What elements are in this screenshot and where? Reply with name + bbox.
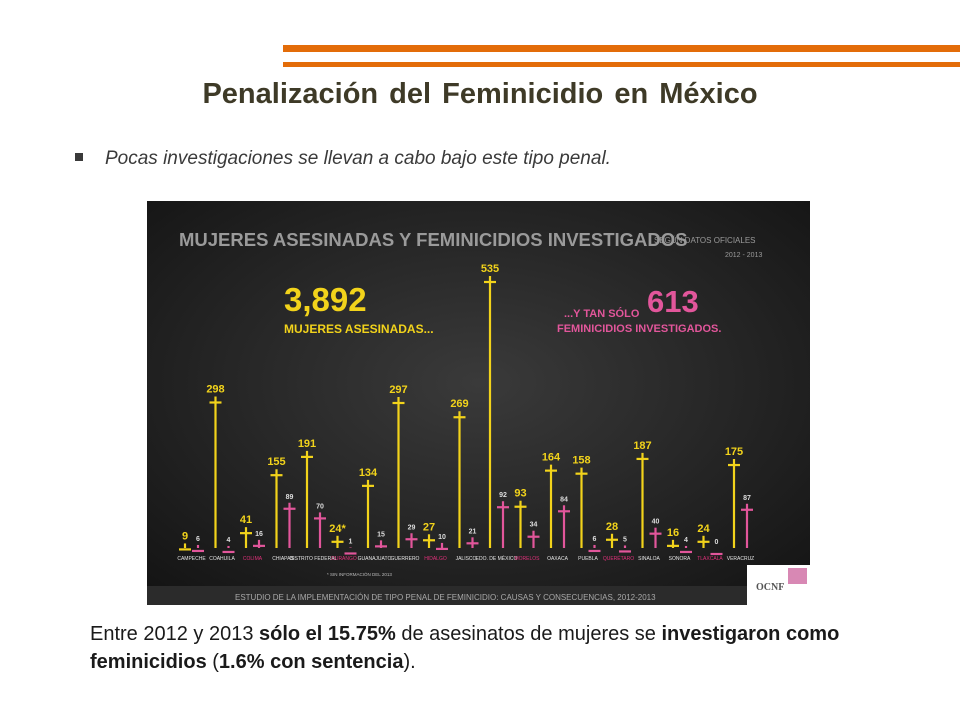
total-feminicide-label: FEMINICIDIOS INVESTIGADOS.	[557, 323, 721, 335]
feminicide-data-label: 84	[560, 496, 568, 503]
caption-text: de asesinatos de mujeres se	[395, 623, 662, 645]
state-tick-label: HIDALGO	[424, 556, 447, 562]
murdered-data-label: 164	[542, 452, 561, 464]
feminicide-data-label: 40	[652, 519, 660, 526]
state-tick-label: COLIMA	[243, 556, 263, 562]
murdered-data-label: 187	[633, 440, 651, 452]
murdered-data-label: 24	[697, 523, 710, 535]
caption-emphasis: 1.6% con sentencia	[218, 651, 404, 673]
feminicide-data-label: 6	[593, 536, 597, 543]
bullet-text: Pocas investigaciones se llevan a cabo b…	[105, 148, 611, 169]
state-tick-label: OAXACA	[547, 556, 569, 562]
murdered-data-label: 134	[359, 467, 378, 479]
murdered-data-label: 41	[240, 514, 252, 526]
square-bullet-icon	[75, 153, 83, 161]
state-tick-label: MORELOS	[514, 556, 540, 562]
feminicide-data-label: 21	[469, 528, 477, 535]
feminicide-data-label: 4	[227, 537, 231, 544]
murdered-data-label: 269	[450, 398, 468, 410]
caption-text: (	[206, 651, 219, 673]
state-tick-label: JALISCO	[456, 556, 477, 562]
logo-text: OCNF	[756, 582, 784, 593]
feminicide-data-label: 16	[255, 531, 263, 538]
caption-emphasis: investigaron como feminicidios	[90, 623, 840, 673]
state-tick-label: EDO. DE MÉXICO	[476, 555, 518, 562]
feminicide-data-label: 70	[316, 503, 324, 510]
state-tick-label: CAMPECHE	[177, 556, 206, 562]
total-feminicide-prefix: ...Y TAN SÓLO	[564, 307, 640, 320]
murdered-data-label: 297	[389, 384, 407, 396]
feminicide-data-label: 4	[684, 537, 688, 544]
state-tick-label: GUERRERO	[391, 556, 420, 562]
top-accent-rule	[283, 45, 960, 52]
murdered-data-label: 27	[423, 521, 435, 533]
state-tick-label: PUEBLA	[578, 556, 598, 562]
state-tick-label: GUANAJUATO	[358, 556, 392, 562]
ocnf-logo: OCNF	[747, 565, 810, 605]
footer-source-text: ESTUDIO DE LA IMPLEMENTACIÓN DE TIPO PEN…	[235, 593, 656, 602]
state-tick-label: COAHUILA	[209, 556, 235, 562]
state-tick-label: TLAXCALA	[697, 556, 723, 562]
infographic-background	[147, 201, 810, 605]
murdered-data-label: 191	[298, 438, 316, 450]
total-murdered-label: MUJERES ASESINADAS...	[284, 322, 434, 336]
total-feminicide-value: 613	[647, 284, 699, 319]
infographic-subtitle-source: SEGÚN DATOS OFICIALES	[654, 236, 756, 245]
caption-text: Entre 2012 y 2013	[90, 623, 260, 645]
feminicide-data-label: 15	[377, 531, 385, 538]
chart-marks: 9 6CAMPECHE2984COAHUILA4116COLIMA15589CHI…	[177, 263, 754, 562]
slide-title: Penalización del Feminicidio en México	[202, 78, 758, 110]
feminicide-data-label: 10	[438, 534, 446, 541]
infographic-title: MUJERES ASESINADAS Y FEMINICIDIOS INVEST…	[179, 229, 688, 250]
infographic-subtitle-period: 2012 - 2013	[725, 252, 762, 259]
caption-emphasis: sólo el 15.75%	[259, 623, 396, 645]
footer-band	[147, 586, 747, 605]
feminicide-data-label: 89	[286, 494, 294, 501]
state-tick-label: DISTRITO FEDERAL	[290, 556, 338, 562]
feminicide-data-label: 6	[196, 536, 200, 543]
murdered-data-label: 158	[572, 455, 590, 467]
murdered-data-label: 155	[267, 456, 285, 468]
murdered-data-label: 9	[182, 530, 188, 542]
chart-footnote: * SIN INFORMACIÓN DEL 2013	[327, 571, 392, 577]
murdered-data-label: 24*	[329, 523, 346, 535]
murdered-data-label: 535	[481, 263, 499, 275]
feminicide-data-label: 34	[530, 522, 538, 529]
bullet-item: Pocas investigaciones se llevan a cabo b…	[75, 148, 611, 170]
state-tick-label: VERACRUZ	[727, 556, 755, 562]
state-tick-label: DURANGO	[331, 556, 357, 562]
murdered-data-label: 298	[206, 383, 224, 395]
total-murdered-value: 3,892	[284, 281, 367, 318]
state-tick-label: QUERÉTARO	[603, 555, 634, 562]
slide-caption: Entre 2012 y 2013 sólo el 15.75% de ases…	[90, 620, 890, 676]
murdered-data-label: 28	[606, 521, 618, 533]
feminicide-data-label: 5	[623, 536, 627, 543]
state-tick-label: CHIAPAS	[272, 556, 294, 562]
feminicide-data-label: 1	[349, 538, 353, 545]
caption-text: ).	[403, 651, 416, 673]
second-accent-rule	[283, 62, 960, 67]
feminicide-data-label: 0	[715, 539, 719, 546]
murdered-data-label: 93	[514, 488, 526, 500]
murdered-data-label: 16	[667, 527, 679, 539]
feminicide-data-label: 87	[743, 495, 751, 502]
infographic-chart: MUJERES ASESINADAS Y FEMINICIDIOS INVEST…	[147, 201, 810, 605]
murdered-data-label: 175	[725, 446, 743, 458]
feminicide-data-label: 29	[408, 524, 416, 531]
feminicide-data-label: 92	[499, 492, 507, 499]
state-tick-label: SINALOA	[638, 556, 660, 562]
state-tick-label: SONORA	[669, 556, 691, 562]
